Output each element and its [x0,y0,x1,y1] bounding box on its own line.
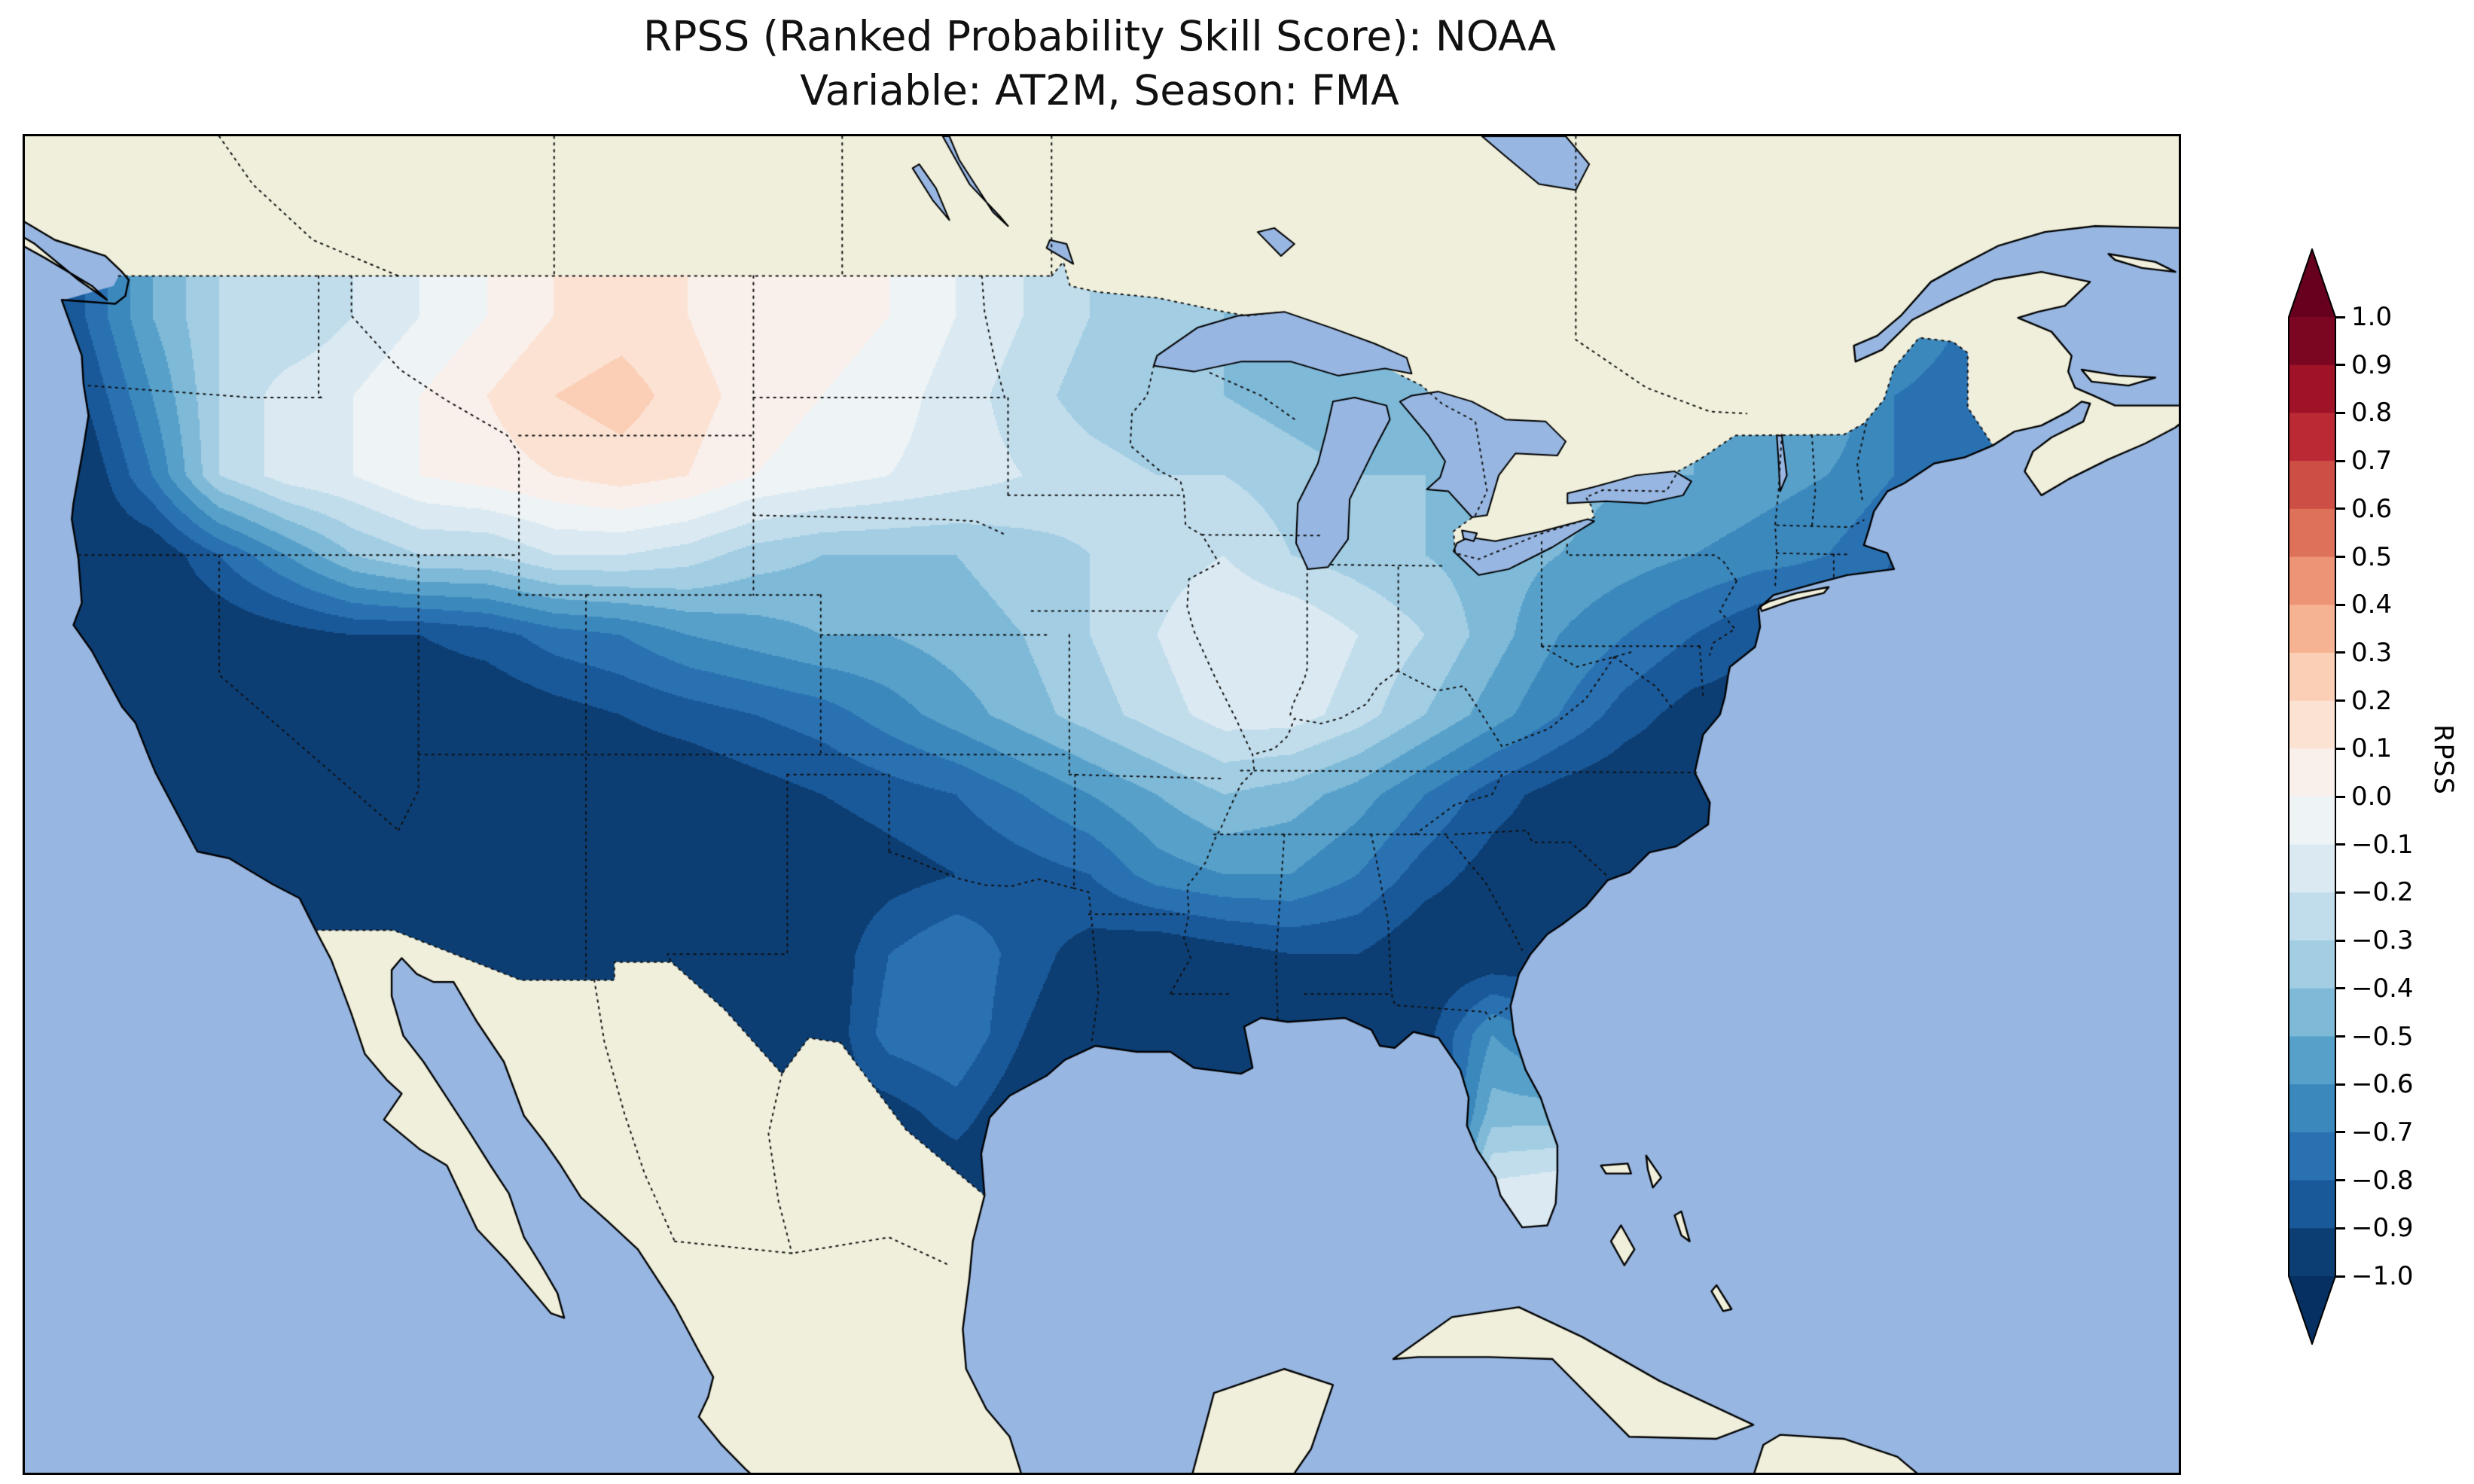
colorbar-tick-label: 0.9 [2351,349,2393,380]
colorbar-tick-label: 0.6 [2351,493,2393,524]
colorbar-tick-label: 1.0 [2351,302,2393,332]
colorbar-tick-label: 0.5 [2351,541,2393,572]
colorbar-tick-mark [2335,315,2345,318]
colorbar-tick-label: −0.5 [2351,1021,2414,1052]
colorbar-tick-label: 0.0 [2351,782,2393,812]
map-plot-area [23,134,2181,1475]
colorbar-tick-mark [2335,891,2345,894]
colorbar-tick-label: 0.7 [2351,446,2393,477]
colorbar-tick-mark [2335,411,2345,414]
map-canvas [25,136,2179,1473]
colorbar-tick-mark [2335,1083,2345,1086]
colorbar-tick-mark [2335,651,2345,654]
colorbar-tick-label: −0.6 [2351,1069,2414,1100]
colorbar-tick-mark [2335,556,2345,558]
colorbar-tick-label: −0.3 [2351,925,2414,956]
colorbar-tick-label: 0.1 [2351,733,2393,764]
colorbar-tick-mark [2335,843,2345,846]
colorbar-tick-label: 0.8 [2351,398,2393,428]
colorbar-tick-mark [2335,459,2345,462]
colorbar-tick-label: −0.2 [2351,877,2414,908]
colorbar: 1.0 0.9 0.8 0.7 0.6 0.5 0.4 0.3 0.2 0.1 0.0 −0.1 −0.… [2288,248,2474,1348]
colorbar-tick-mark [2335,1179,2345,1182]
chart-title: RPSS (Ranked Probability Skill Score): N… [643,12,1556,60]
colorbar-tick-mark [2335,507,2345,510]
title-block: RPSS (Ranked Probability Skill Score): N… [23,9,2177,117]
colorbar-tick-mark [2335,1131,2345,1134]
colorbar-tick-mark [2335,939,2345,942]
colorbar-tick-mark [2335,1227,2345,1230]
colorbar-tick-mark [2335,1035,2345,1038]
colorbar-tick-label: −0.4 [2351,973,2414,1004]
colorbar-tick-mark [2335,795,2345,798]
colorbar-tick-mark [2335,603,2345,606]
colorbar-tick-label: −0.1 [2351,829,2414,860]
colorbar-tick-mark [2335,1275,2345,1278]
colorbar-axis-label: RPSS [2428,724,2458,795]
colorbar-tick-label: 0.3 [2351,637,2393,668]
colorbar-tick-label: −1.0 [2351,1261,2414,1291]
colorbar-tick-label: −0.7 [2351,1117,2414,1147]
colorbar-tick-mark [2335,699,2345,702]
colorbar-tick-label: −0.8 [2351,1165,2414,1196]
chart-subtitle: Variable: AT2M, Season: FMA [800,66,1399,114]
colorbar-tick-label: −0.9 [2351,1213,2414,1244]
colorbar-tick-label: 0.2 [2351,685,2393,716]
colorbar-tick-mark [2335,987,2345,990]
colorbar-tick-mark [2335,364,2345,367]
colorbar-tick-mark [2335,747,2345,750]
colorbar-tick-label: 0.4 [2351,590,2393,620]
colorbar-gradient [2288,248,2336,1345]
